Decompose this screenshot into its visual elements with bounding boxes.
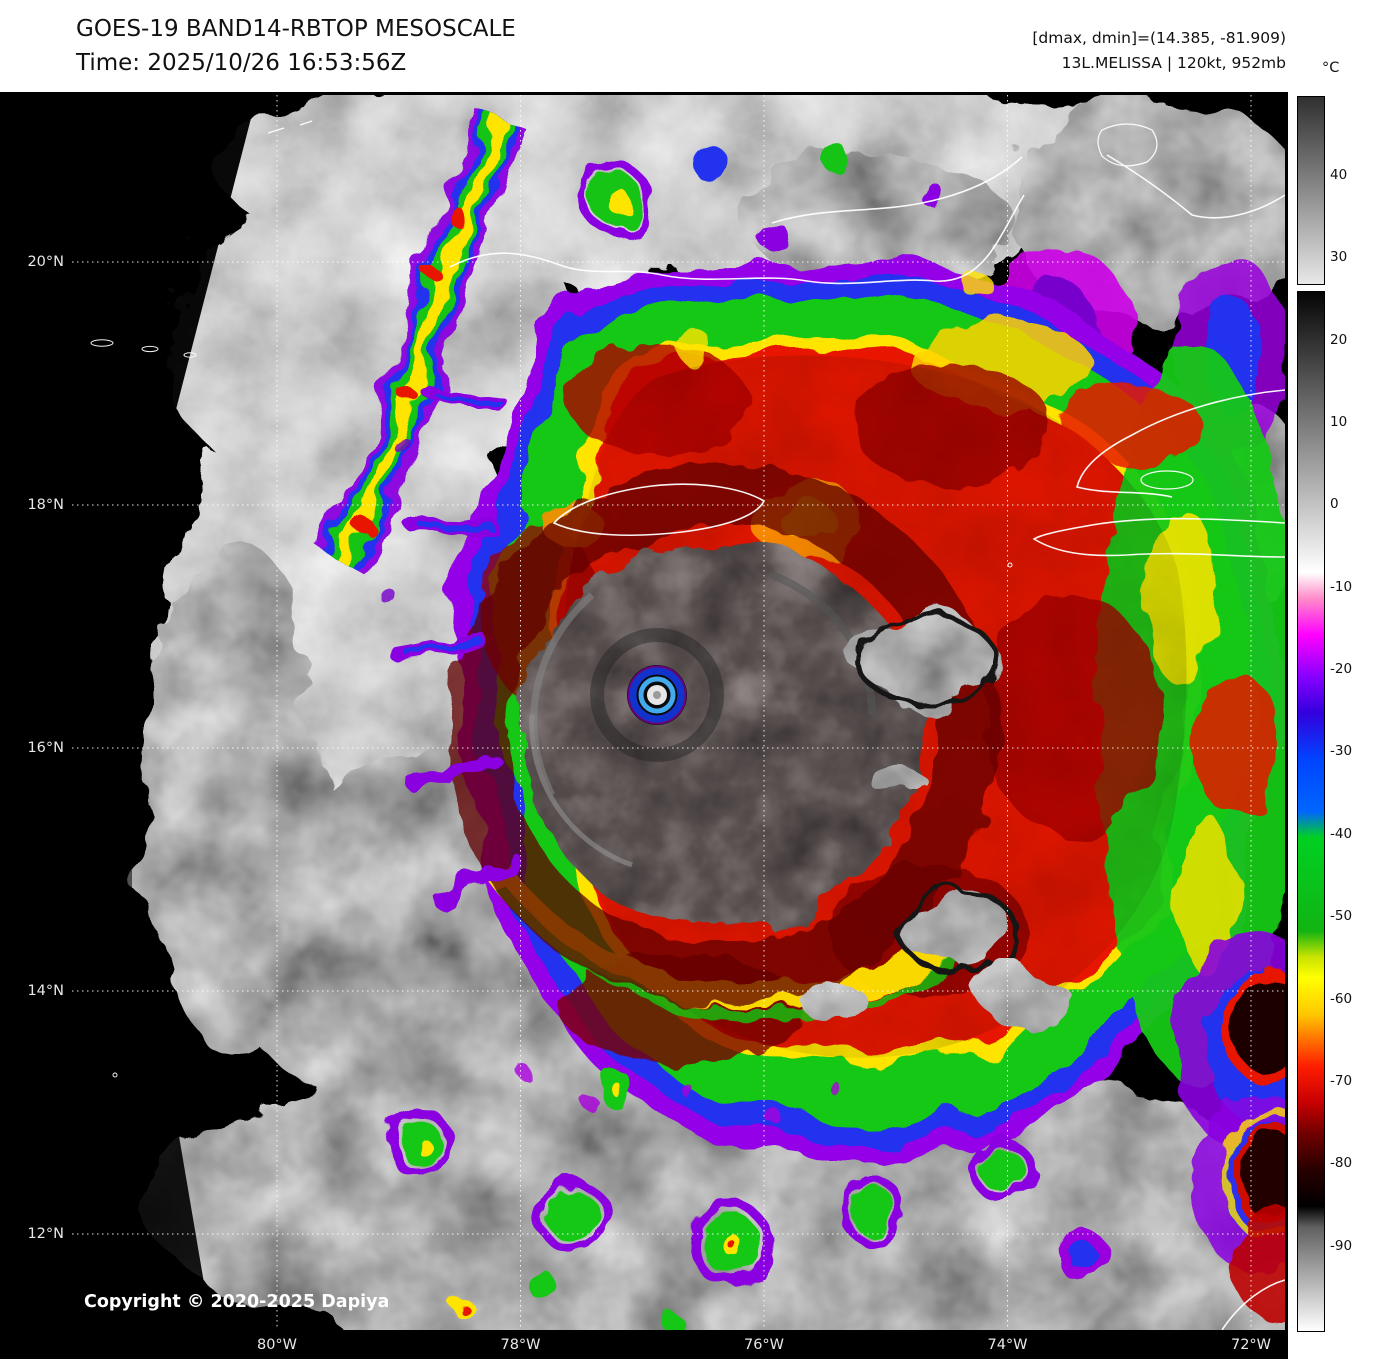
colorbar-tick: -40 xyxy=(1330,825,1353,842)
coastline-navassa xyxy=(1007,562,1013,568)
lon-label: 74°W xyxy=(987,1337,1028,1353)
colorbar-tick: -90 xyxy=(1330,1237,1353,1254)
colorbar-tick: -60 xyxy=(1330,990,1353,1007)
lon-label: 78°W xyxy=(500,1337,541,1353)
overshoot-gray-patches xyxy=(800,615,1069,1030)
lat-label: 20°N xyxy=(27,254,64,270)
lat-label: 18°N xyxy=(27,497,64,513)
sector-edge-left xyxy=(72,95,132,1330)
colorbar-tick: 20 xyxy=(1330,331,1348,348)
southern-cells xyxy=(387,1063,1108,1337)
colorbar-tick: -10 xyxy=(1330,578,1353,595)
inner-dark-red-ring xyxy=(447,465,997,1005)
colorbar-tick: -70 xyxy=(1330,1072,1353,1089)
coastline-haiti-west xyxy=(1076,389,1286,498)
coastline-gonave xyxy=(1140,470,1194,490)
page-title: GOES-19 BAND14-RBTOP MESOSCALE xyxy=(76,16,516,42)
northwest-convective-band xyxy=(317,111,527,573)
header-right-block: [dmax, dmin]=(14.385, -81.909) 13L.MELIS… xyxy=(1032,26,1286,76)
coastline-hispaniola-southwest xyxy=(1221,1279,1286,1331)
header-bar: GOES-19 BAND14-RBTOP MESOSCALE Time: 202… xyxy=(0,0,1390,92)
timestamp: Time: 2025/10/26 16:53:56Z xyxy=(76,50,407,76)
colorbar-tick: -80 xyxy=(1330,1155,1353,1172)
lat-label: 16°N xyxy=(27,740,64,756)
coastline-cayman-brac xyxy=(183,352,197,358)
colorbar-warm-segment xyxy=(1297,96,1325,285)
colorbar-tick: 0 xyxy=(1330,496,1339,513)
coastline-jamaica xyxy=(552,483,766,537)
coastline-cuba-south xyxy=(449,194,1025,285)
colorbar-tick: 30 xyxy=(1330,249,1348,266)
satellite-image: Copyright © 2020-2025 Dapiya xyxy=(72,60,1372,1359)
colorbar-tick: 40 xyxy=(1330,167,1348,183)
copyright-text: Copyright © 2020-2025 Dapiya xyxy=(84,1292,389,1312)
colorbar-tick: -50 xyxy=(1330,908,1353,925)
lat-label: 12°N xyxy=(27,1226,64,1242)
coastline-inagua xyxy=(1097,123,1158,167)
coastline-swan-island xyxy=(112,1072,118,1078)
lon-label: 80°W xyxy=(256,1337,298,1353)
lon-label: 76°W xyxy=(743,1337,785,1353)
colorbar-main-segment xyxy=(1297,291,1325,1332)
storm-info: 13L.MELISSA | 120kt, 952mb xyxy=(1061,54,1286,72)
dmax-dmin-readout: [dmax, dmin]=(14.385, -81.909) xyxy=(1032,29,1286,47)
coastline-grand-cayman xyxy=(90,339,114,347)
colorbar-panel: 40 30 20 10 0 -10 -20 -30 -40 -50 -60 -70 -80 -90 xyxy=(1288,92,1390,1359)
hurricane-eye xyxy=(627,665,687,725)
west-fringe-feathers xyxy=(379,380,521,908)
coastline-cuba-cays xyxy=(267,120,313,134)
colorbar-tick: -30 xyxy=(1330,743,1353,760)
colorbar-tick: 10 xyxy=(1330,414,1348,431)
satellite-map: Copyright © 2020-2025 Dapiya xyxy=(72,60,1372,1359)
colorbar-tick: -20 xyxy=(1330,661,1353,678)
coastline-little-cayman xyxy=(141,345,159,353)
lon-label: 72°W xyxy=(1230,1337,1272,1353)
colorbar-unit-label: °C xyxy=(1322,60,1340,76)
coastlines xyxy=(90,120,1286,1331)
coastline-cuba-north xyxy=(771,156,1023,224)
lat-label: 14°N xyxy=(27,983,64,999)
coastline-tiburon xyxy=(1032,517,1286,558)
central-dense-overcast xyxy=(522,540,922,930)
gridlines xyxy=(72,95,1285,1330)
cdo-spiral-bands xyxy=(529,571,877,868)
coastline-haiti-north xyxy=(1106,154,1286,219)
